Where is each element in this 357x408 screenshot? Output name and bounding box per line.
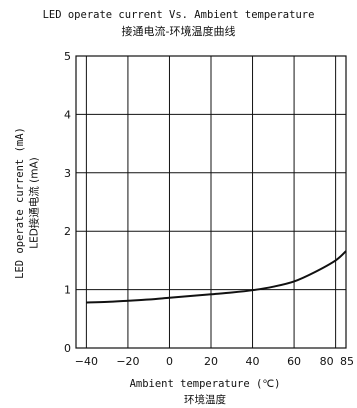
plot-frame	[75, 55, 347, 349]
x-tick-label: 0	[166, 355, 173, 368]
x-tick-label: 85	[340, 355, 354, 368]
y-tick-label: 4	[64, 108, 71, 121]
x-tick-label: 60	[287, 355, 301, 368]
x-tick-label: 40	[246, 355, 260, 368]
x-tick-label: 20	[204, 355, 218, 368]
y-tick-label: 5	[64, 50, 71, 63]
chart-title: LED operate current Vs. Ambient temperat…	[42, 9, 315, 21]
y-tick-label: 1	[64, 284, 71, 297]
chart-subtitle: 接通电流-环境温度曲线	[121, 25, 236, 38]
y-tick-label: 2	[64, 225, 71, 238]
series-line	[86, 250, 347, 304]
x-axis-label: Ambient temperature (℃)	[129, 378, 281, 390]
y-tick-label: 3	[64, 167, 71, 180]
x-axis-label-cn: 环境温度	[184, 394, 226, 406]
x-tick-label: 80	[320, 355, 334, 368]
x-tick-label: −20	[116, 355, 139, 368]
y-tick-label: 0	[64, 342, 71, 355]
x-tick-label: −40	[75, 355, 98, 368]
